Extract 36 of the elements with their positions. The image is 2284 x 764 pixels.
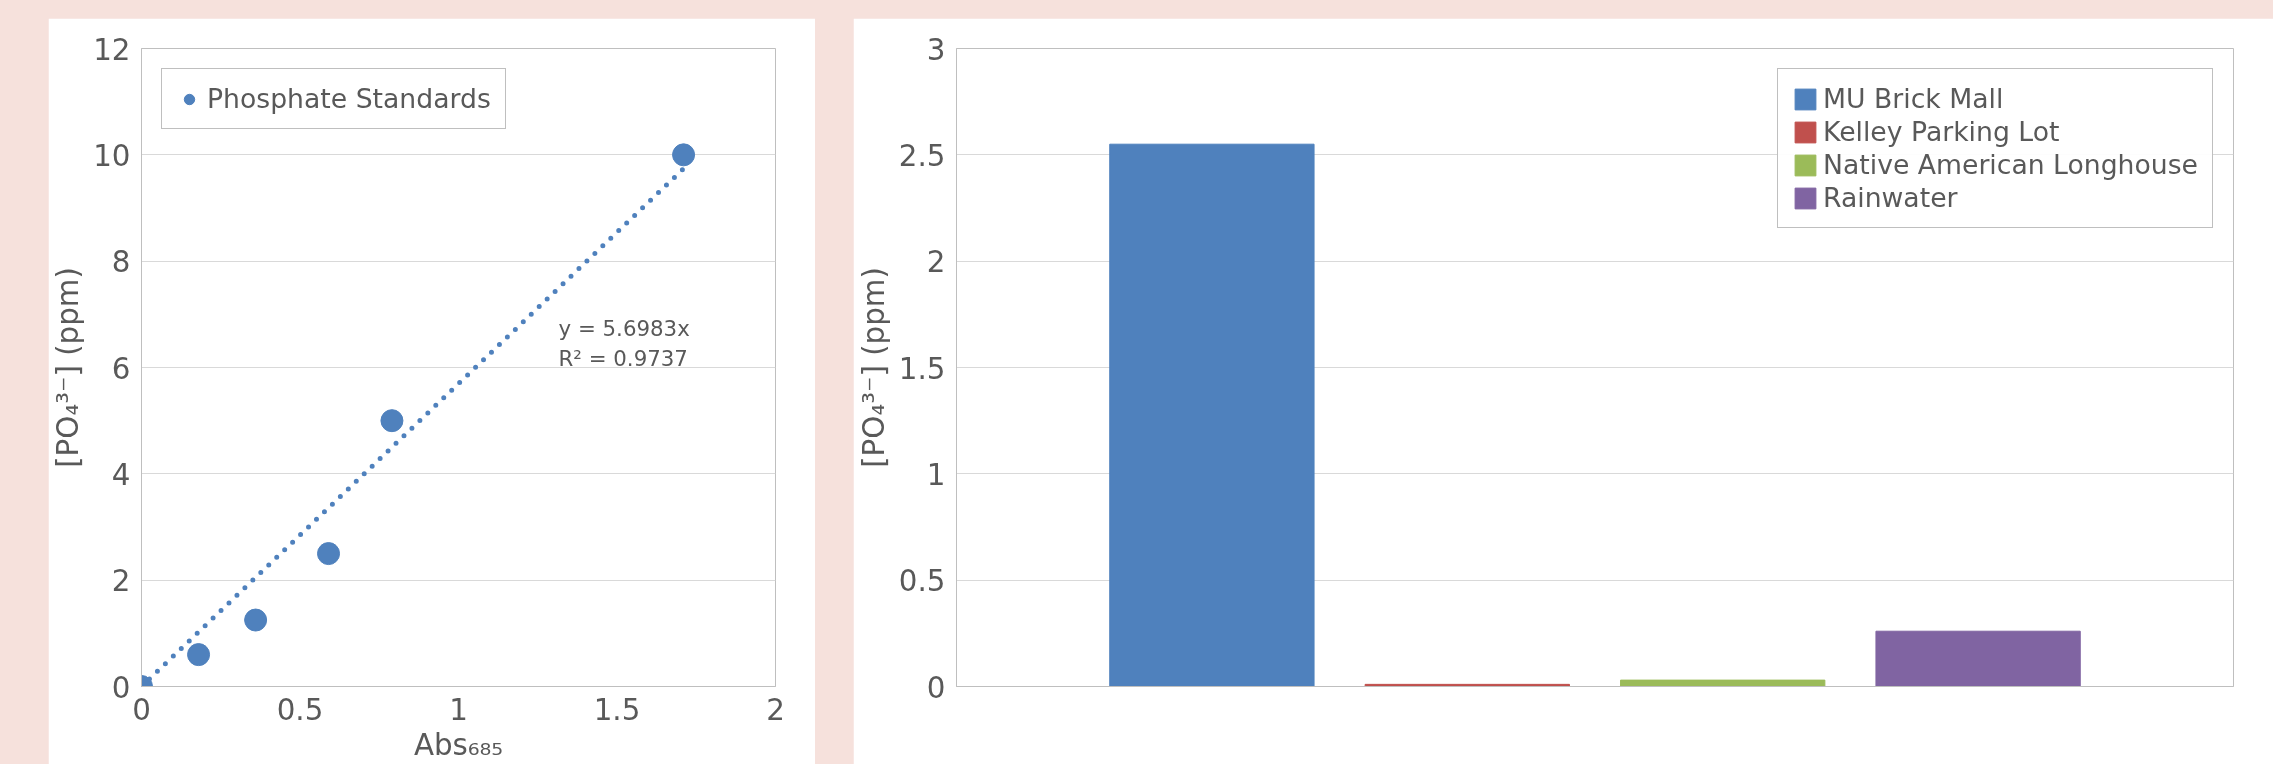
y-tick-label: 2	[111, 564, 131, 599]
y-tick-label: 4	[111, 457, 131, 492]
y-tick-label: 0.5	[898, 564, 946, 599]
bar	[1875, 630, 2081, 687]
legend-label: Phosphate Standards	[207, 83, 491, 114]
y-tick-label: 2	[926, 245, 946, 280]
x-tick-label: 0.5	[276, 692, 324, 727]
x-tick-label: 1	[449, 692, 468, 727]
bar	[1109, 143, 1315, 687]
y-tick-label: 0	[926, 670, 946, 705]
x-tick-label: 2	[766, 692, 785, 727]
y-tick-label: 8	[111, 245, 131, 280]
point	[380, 409, 404, 433]
y-tick-label: 0	[111, 670, 131, 705]
legend-label: Native American Longhouse	[1823, 149, 2198, 180]
y-tick-label: 1	[926, 457, 946, 492]
y-tick-label: 12	[93, 32, 131, 67]
y-tick-label: 2.5	[898, 138, 946, 173]
y-axis-title: [PO₄³⁻] (ppm)	[856, 267, 891, 468]
bar	[1620, 679, 1826, 687]
y-tick-label: 6	[111, 351, 131, 386]
legend-label: MU Brick Mall	[1823, 83, 2004, 114]
x-tick-label: 1.5	[593, 692, 641, 727]
legend-label: Kelley Parking Lot	[1823, 116, 2060, 147]
y-tick-label: 3	[926, 32, 946, 67]
legend-label: Rainwater	[1823, 182, 1958, 213]
point	[244, 608, 268, 632]
annotation: y = 5.6983x	[558, 315, 690, 341]
annotation: R² = 0.9737	[558, 345, 688, 371]
y-tick-label: 10	[93, 138, 131, 173]
y-tick-label: 1.5	[898, 351, 946, 386]
x-axis-title: Abs₆₈₅	[413, 727, 504, 762]
point	[317, 542, 341, 566]
point	[187, 643, 211, 667]
point	[672, 143, 696, 167]
y-axis-title: [PO₄³⁻] (ppm)	[51, 267, 86, 468]
